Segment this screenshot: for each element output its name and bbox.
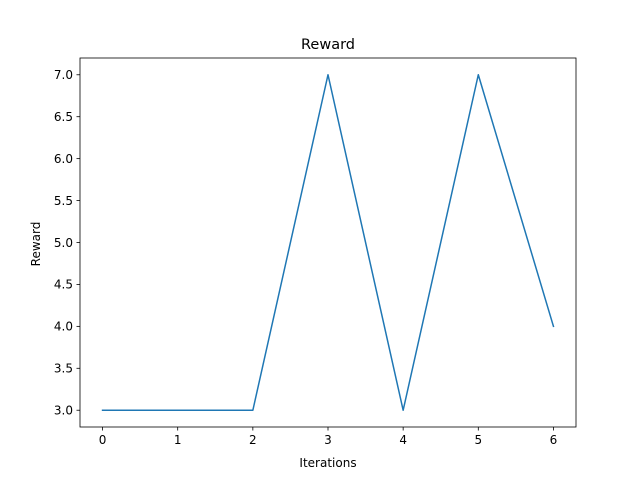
- x-tick-label: 4: [399, 433, 407, 447]
- x-tick-label: 6: [550, 433, 558, 447]
- plot-frame: [79, 57, 577, 428]
- chart-title: Reward: [301, 37, 355, 53]
- x-tick-label: 1: [174, 433, 182, 447]
- y-tick-label: 7.0: [54, 68, 73, 82]
- y-tick-label: 6.5: [54, 110, 73, 124]
- x-axis-label: Iterations: [299, 456, 356, 470]
- y-tick-label: 5.0: [54, 236, 73, 250]
- y-tick-label: 6.0: [54, 152, 73, 166]
- y-tick-label: 4.0: [54, 320, 73, 334]
- y-tick-label: 3.0: [54, 404, 73, 418]
- x-tick-label: 2: [249, 433, 257, 447]
- x-tick-label: 3: [324, 433, 332, 447]
- x-tick-label: 0: [99, 433, 107, 447]
- y-tick-label: 3.5: [54, 362, 73, 376]
- y-tick-label: 4.5: [54, 278, 73, 292]
- x-tick-label: 5: [474, 433, 482, 447]
- series-line-0: [101, 74, 555, 411]
- y-axis-label: Reward: [29, 222, 43, 267]
- plot-area: 0 1 2 3 4 5 6 3.0 3.5 4.0 4.5 5.0 5.5 6.0 6.5 7.0: [54, 57, 577, 447]
- y-tick-label: 5.5: [54, 194, 73, 208]
